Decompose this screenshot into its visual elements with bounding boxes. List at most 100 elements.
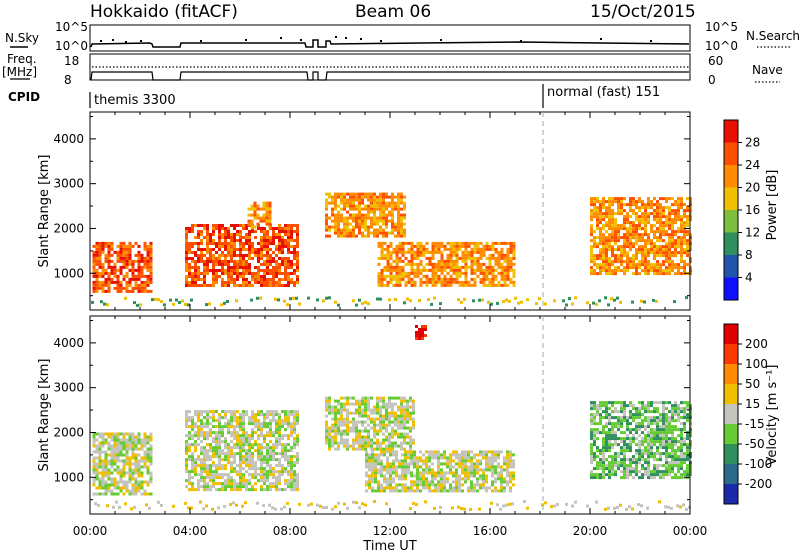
velocity-cell — [440, 480, 443, 484]
power-cell — [632, 245, 635, 249]
velocity-cell — [614, 425, 617, 429]
velocity-cell — [473, 471, 476, 475]
power-cell — [352, 192, 355, 196]
power-cell — [605, 248, 608, 252]
power-cell — [203, 284, 206, 287]
power-cell — [665, 248, 668, 252]
power-cell — [287, 239, 290, 242]
power-cell — [638, 245, 641, 249]
power-cell — [617, 209, 620, 213]
velocity-cell — [409, 435, 412, 439]
velocity-cell — [377, 459, 380, 463]
power-cell — [265, 222, 269, 226]
power-cell — [293, 251, 296, 254]
cpid-label: CPID — [8, 90, 40, 104]
velocity-cell — [488, 456, 491, 460]
velocity-cell — [638, 410, 641, 414]
velocity-cell — [224, 464, 227, 468]
power-cell — [509, 247, 513, 251]
velocity-region-2 — [325, 396, 415, 451]
velocity-cell — [623, 449, 626, 453]
velocity-cell — [206, 458, 209, 462]
velocity-cell — [275, 452, 278, 456]
velocity-cell — [272, 473, 275, 477]
velocity-cell — [617, 419, 620, 423]
velocity-cell — [257, 413, 260, 417]
velocity-cell — [503, 468, 506, 472]
velocity-cell — [512, 459, 515, 463]
velocity-cell — [482, 480, 485, 484]
velocity-cell — [209, 443, 212, 447]
power-cell — [388, 204, 391, 208]
power-cell — [506, 268, 510, 272]
velocity-cell — [143, 489, 147, 493]
power-cell — [113, 280, 117, 284]
velocity-cell — [224, 413, 227, 417]
power-cell — [256, 296, 259, 300]
velocity-cell — [137, 447, 141, 451]
power-colorbar-segment — [724, 210, 738, 233]
freq-tick-bottom: 8 — [64, 73, 72, 87]
velocity-cell — [92, 435, 96, 439]
power-cell — [146, 253, 150, 257]
velocity-cell — [98, 444, 102, 448]
power-cell — [190, 298, 193, 302]
power-cell — [200, 278, 203, 281]
velocity-cell — [149, 492, 153, 496]
velocity-cell — [197, 458, 200, 462]
power-cell — [233, 227, 236, 230]
power-cell — [272, 242, 275, 245]
power-cell — [260, 257, 263, 260]
velocity-cell — [185, 446, 188, 450]
velocity-cell — [125, 489, 129, 493]
power-cell — [668, 239, 671, 243]
velocity-cell — [599, 431, 602, 435]
power-cell — [191, 281, 194, 284]
power-cell — [284, 275, 287, 278]
velocity-cell — [107, 447, 111, 451]
velocity-cell — [290, 458, 293, 462]
power-cell — [413, 253, 417, 257]
power-cell — [422, 280, 426, 284]
velocity-cell — [626, 437, 629, 441]
power-cell — [128, 253, 132, 257]
power-cell — [506, 250, 510, 254]
velocity-cell — [92, 477, 96, 481]
power-cell — [599, 272, 602, 276]
velocity-cell — [599, 461, 602, 465]
velocity-cell — [617, 452, 620, 456]
power-cell — [328, 225, 331, 229]
power-cell — [430, 302, 433, 306]
power-cell — [491, 277, 495, 281]
velocity-cell — [412, 417, 415, 421]
velocity-cell — [410, 456, 413, 460]
velocity-cell — [404, 471, 407, 475]
velocity-cell — [331, 408, 334, 412]
velocity-cell — [101, 471, 105, 475]
power-cell — [116, 244, 120, 248]
power-cell — [352, 207, 355, 211]
power-cell — [197, 272, 200, 275]
power-cell — [434, 271, 438, 275]
power-cell — [440, 268, 444, 272]
power-cell — [398, 277, 402, 281]
velocity-cell — [470, 480, 473, 484]
power-cell — [346, 210, 349, 214]
velocity-cell — [185, 467, 188, 471]
power-cell — [389, 274, 393, 278]
power-cell — [337, 195, 340, 199]
power-cell — [233, 269, 236, 272]
power-region-5 — [590, 197, 692, 276]
power-cell — [392, 268, 396, 272]
power-cell — [230, 281, 233, 284]
power-cell — [512, 256, 516, 260]
power-cell — [290, 230, 293, 233]
power-cell — [263, 281, 266, 284]
velocity-cell — [137, 438, 141, 442]
velocity-cell — [406, 441, 409, 445]
power-cell — [281, 260, 284, 263]
power-cell — [107, 283, 111, 287]
power-cell — [281, 251, 284, 254]
power-cell — [401, 247, 405, 251]
power-cell — [364, 228, 367, 232]
